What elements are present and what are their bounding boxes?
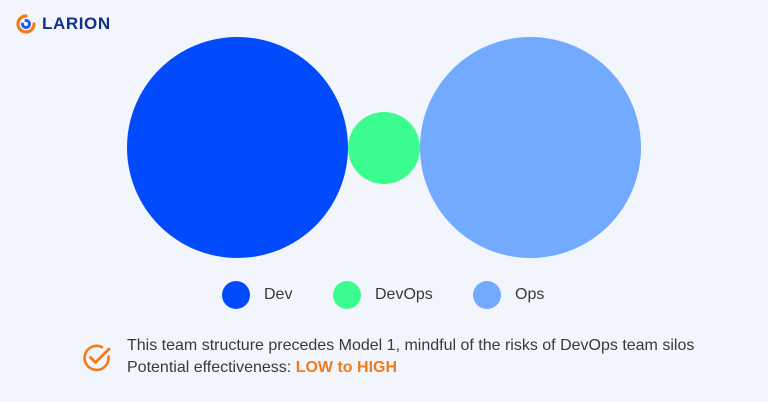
legend-item-devops: DevOps bbox=[333, 280, 433, 310]
dev-circle bbox=[127, 37, 348, 258]
logo-mark-inner-arc bbox=[21, 19, 31, 29]
ops-circle bbox=[420, 37, 641, 258]
check-mark bbox=[89, 347, 111, 364]
note-effectiveness: Potential effectiveness: LOW to HIGH bbox=[127, 359, 397, 377]
legend-swatch-dev bbox=[222, 281, 250, 309]
legend-swatch-devops bbox=[333, 281, 361, 309]
legend-item-ops: Ops bbox=[473, 280, 544, 310]
logo-mark-outer-arc bbox=[16, 14, 36, 34]
legend-item-dev: Dev bbox=[222, 280, 292, 310]
effectiveness-value: LOW to HIGH bbox=[295, 359, 398, 376]
legend-label-ops: Ops bbox=[515, 286, 545, 303]
check-circle-icon bbox=[83, 344, 111, 372]
logo-text: LARION bbox=[42, 14, 111, 33]
effectiveness-label: Potential effectiveness: bbox=[127, 359, 296, 376]
legend-swatch-ops bbox=[473, 281, 501, 309]
larion-logo-mark-icon bbox=[16, 14, 36, 34]
check-circle-ring bbox=[83, 344, 110, 372]
larion-logo: LARION bbox=[16, 12, 111, 36]
note-structure-text: This team structure precedes Model 1, mi… bbox=[127, 337, 695, 354]
devops-circle bbox=[348, 112, 420, 184]
legend-label-devops: DevOps bbox=[375, 286, 433, 303]
legend-label-dev: Dev bbox=[264, 286, 293, 303]
